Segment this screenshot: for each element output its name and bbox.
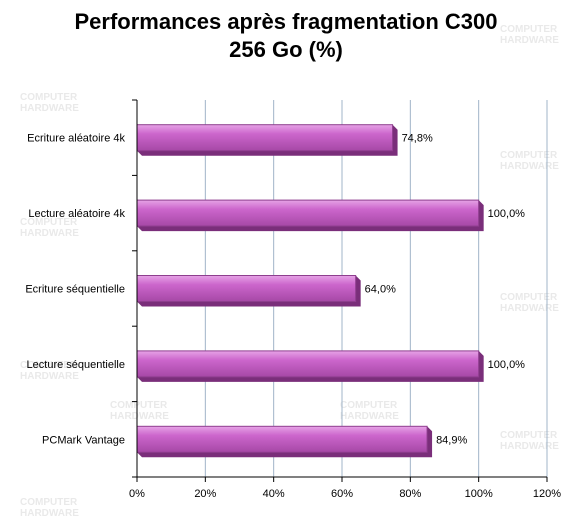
watermark-text: COMPUTER xyxy=(110,400,168,411)
bar xyxy=(136,124,394,152)
watermark-text: HARDWARE xyxy=(20,508,79,519)
x-tick-label: 20% xyxy=(194,488,216,500)
data-label: 74,8% xyxy=(402,133,433,145)
x-tick-label: 60% xyxy=(331,488,353,500)
watermark-text: HARDWARE xyxy=(20,371,79,382)
watermark-text: HARDWARE xyxy=(500,441,559,452)
bar-shadow xyxy=(137,200,484,232)
category-label: Ecriture aléatoire 4k xyxy=(27,133,125,145)
category-label: Lecture aléatoire 4k xyxy=(28,208,125,220)
watermark-layer: COMPUTERHARDWARECOMPUTERHARDWARECOMPUTER… xyxy=(20,24,559,519)
data-label: 100,0% xyxy=(488,359,526,371)
bar-shadow xyxy=(137,426,433,458)
watermark-text: COMPUTER xyxy=(500,292,558,303)
watermark-text: COMPUTER xyxy=(20,360,78,371)
watermark-text: HARDWARE xyxy=(110,411,169,422)
watermark-text: COMPUTER xyxy=(500,150,558,161)
x-tick-label: 100% xyxy=(465,488,493,500)
data-label: 64,0% xyxy=(365,284,396,296)
watermark-text: HARDWARE xyxy=(20,228,79,239)
bar-shadow xyxy=(137,124,398,156)
data-label: 100,0% xyxy=(488,208,526,220)
category-label: Ecriture séquentielle xyxy=(25,284,125,296)
x-tick-label: 0% xyxy=(129,488,145,500)
chart-title-line-1: Performances après fragmentation C300 xyxy=(74,9,498,34)
data-label: 84,9% xyxy=(436,434,467,446)
labels: Ecriture aléatoire 4k 74,8% Lecture aléato… xyxy=(25,133,525,447)
chart-title: Performances après fragmentation C300 25… xyxy=(0,8,572,64)
bar-shadow xyxy=(137,350,484,382)
x-tick-label: 120% xyxy=(533,488,561,500)
bars xyxy=(136,124,484,458)
bar xyxy=(136,275,357,302)
watermark-text: HARDWARE xyxy=(340,411,399,422)
category-label: PCMark Vantage xyxy=(42,434,125,446)
watermark-text: COMPUTER xyxy=(500,24,558,35)
axes: 0% 20% 40% 60% 80% 100% 120% xyxy=(129,99,561,500)
x-tick-label: 40% xyxy=(263,488,285,500)
bar xyxy=(136,425,428,453)
chart-title-line-2: 256 Go (%) xyxy=(229,37,343,62)
category-label: Lecture séquentielle xyxy=(27,359,125,371)
watermark-text: HARDWARE xyxy=(20,103,79,114)
bar xyxy=(136,199,480,227)
watermark-text: HARDWARE xyxy=(500,303,559,314)
watermark-text: COMPUTER xyxy=(20,92,78,103)
watermark-text: HARDWARE xyxy=(500,161,559,172)
watermark-text: COMPUTER xyxy=(500,430,558,441)
watermark-text: COMPUTER xyxy=(20,497,78,508)
x-tick-label: 80% xyxy=(399,488,421,500)
bar xyxy=(136,350,480,378)
watermark-text: HARDWARE xyxy=(500,35,559,46)
watermark-text: COMPUTER xyxy=(340,400,398,411)
watermark-text: COMPUTER xyxy=(20,217,78,228)
bar-shadow xyxy=(137,275,361,307)
